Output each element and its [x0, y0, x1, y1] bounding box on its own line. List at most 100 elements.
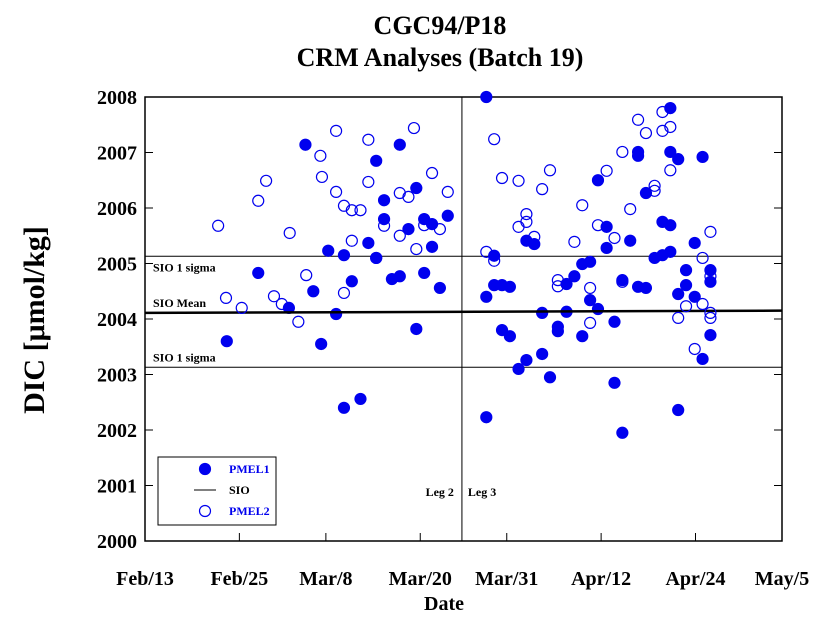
data-point — [664, 245, 677, 258]
data-point — [480, 245, 493, 258]
chart-subtitle: CRM Analyses (Batch 19) — [297, 43, 584, 72]
data-point — [418, 219, 431, 232]
data-point — [393, 138, 406, 151]
data-point — [584, 294, 597, 307]
data-point — [672, 311, 685, 324]
data-point — [688, 290, 701, 303]
y-tick-label: 2006 — [97, 198, 137, 220]
data-point — [696, 352, 709, 366]
data-point — [330, 307, 343, 321]
y-tick-label: 2004 — [97, 309, 137, 331]
data-point — [219, 291, 233, 305]
data-point — [591, 174, 605, 187]
data-point — [433, 222, 447, 236]
data-point — [488, 254, 501, 267]
data-point — [536, 347, 549, 361]
data-point — [345, 204, 358, 217]
data-point — [616, 145, 629, 159]
data-point — [252, 194, 265, 207]
data-point — [664, 145, 677, 159]
data-point — [488, 133, 501, 146]
data-point — [260, 174, 273, 187]
data-point — [362, 133, 375, 146]
data-point — [345, 275, 358, 288]
data-point — [520, 353, 533, 367]
data-point — [212, 219, 225, 232]
data-point — [292, 315, 305, 328]
data-point — [220, 335, 233, 348]
data-point — [696, 150, 709, 164]
reference-label: SIO 1 sigma — [153, 260, 216, 274]
data-point — [679, 300, 693, 313]
data-point — [393, 229, 406, 242]
data-point — [337, 249, 351, 262]
data-point — [370, 251, 383, 265]
data-point — [425, 166, 439, 180]
data-point — [370, 154, 383, 167]
data-point — [672, 403, 685, 417]
data-point — [362, 175, 375, 189]
data-point — [433, 281, 447, 295]
data-point — [704, 270, 717, 283]
data-point — [495, 324, 509, 337]
data-point — [410, 322, 423, 336]
data-point — [315, 170, 329, 184]
data-point — [688, 342, 701, 356]
data-point — [704, 306, 717, 319]
data-point — [568, 270, 581, 283]
data-point — [584, 255, 597, 268]
data-point — [679, 264, 693, 277]
data-point — [315, 337, 328, 351]
y-tick-label: 2003 — [97, 365, 137, 387]
legend-label: SIO — [229, 483, 250, 497]
data-point — [330, 124, 343, 137]
y-tick-label: 2002 — [97, 420, 137, 442]
data-point — [354, 392, 367, 406]
data-point — [480, 290, 493, 303]
data-point — [536, 183, 549, 196]
data-point — [512, 220, 525, 233]
reference-label: SIO 1 sigma — [153, 350, 216, 364]
data-point — [600, 164, 613, 177]
data-point — [503, 330, 516, 343]
data-point — [345, 234, 358, 247]
data-point — [631, 149, 645, 162]
data-point — [330, 185, 343, 199]
legend-swatch — [198, 462, 212, 476]
data-point — [425, 217, 439, 231]
data-point — [441, 209, 454, 222]
data-point — [407, 121, 421, 135]
data-point — [267, 290, 281, 303]
data-point — [410, 181, 423, 195]
data-point — [664, 164, 677, 177]
x-tick-label: Mar/20 — [389, 568, 452, 590]
data-point — [704, 225, 717, 238]
data-point — [608, 315, 621, 328]
data-point — [503, 280, 516, 293]
data-point — [576, 199, 589, 212]
data-point — [377, 194, 391, 207]
data-point — [624, 234, 637, 247]
x-tick-label: Feb/13 — [116, 568, 174, 590]
sio-line — [144, 309, 783, 315]
data-point — [337, 286, 351, 300]
data-point — [584, 281, 597, 295]
x-tick-label: Mar/8 — [299, 568, 352, 590]
y-tick-label: 2007 — [97, 143, 137, 165]
x-tick-label: Feb/25 — [210, 568, 268, 590]
y-axis-label: DIC [μmol/kg] — [18, 226, 51, 414]
data-point — [624, 203, 637, 216]
data-point — [639, 281, 653, 295]
data-point — [648, 184, 661, 197]
divider-label: Leg 2 — [426, 485, 454, 499]
data-point — [337, 401, 351, 414]
x-axis-label: Date — [424, 593, 464, 613]
data-point — [543, 164, 557, 177]
data-point — [362, 236, 375, 250]
data-point — [377, 213, 391, 226]
data-point — [235, 301, 248, 314]
data-point — [664, 219, 677, 232]
data-point — [704, 311, 717, 324]
